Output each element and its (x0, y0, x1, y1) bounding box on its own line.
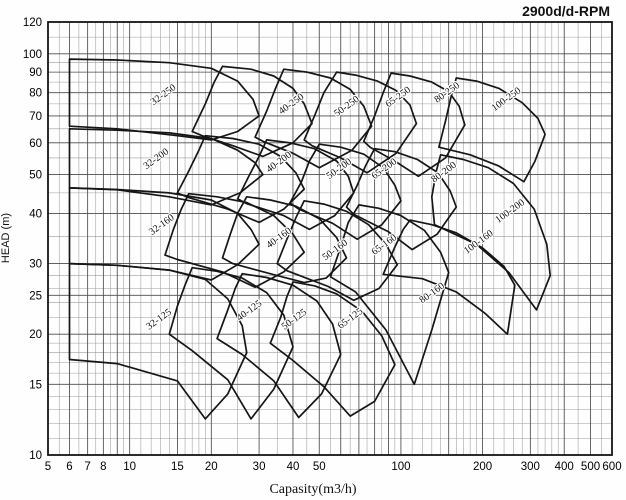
envelope-100-160 (382, 219, 516, 336)
envelope-label-40-250: 40-250 (277, 91, 306, 117)
y-tick-label: 50 (29, 170, 42, 182)
x-tick-label: 20 (205, 461, 218, 473)
envelope-40-250 (191, 65, 313, 158)
x-tick-label: 15 (171, 461, 184, 473)
y-tick-label: 10 (29, 450, 42, 462)
envelope-label-32-200: 32-200 (142, 146, 171, 172)
x-tick-label: 400 (555, 461, 574, 473)
envelope-65-160 (276, 199, 399, 302)
x-tick-label: 8 (100, 461, 106, 473)
envelope-65-125 (269, 281, 396, 417)
x-tick-label: 500 (581, 461, 600, 473)
pump-envelopes (68, 58, 552, 420)
envelope-label-40-160: 40-160 (264, 225, 293, 251)
envelope-100-250 (438, 77, 546, 183)
x-axis-title: Capasity(m3/h) (269, 482, 357, 497)
envelope-40-160 (164, 192, 306, 289)
plot-border (47, 21, 613, 456)
envelope-label-100-160: 100-160 (462, 228, 495, 256)
envelope-label-100-200: 100-200 (493, 197, 526, 225)
envelope-80-200 (345, 147, 458, 251)
x-tick-label: 300 (521, 461, 540, 473)
y-tick-label: 40 (29, 208, 42, 220)
y-tick-label: 15 (29, 379, 42, 391)
x-tick-label: 30 (253, 461, 266, 473)
chart-title: 2900d/d-RPM (522, 3, 610, 19)
grid-major (47, 21, 613, 456)
envelope-40-200 (176, 134, 306, 224)
x-tick-label: 7 (84, 461, 90, 473)
envelope-80-250 (362, 72, 466, 178)
x-tick-label: 600 (602, 461, 621, 473)
envelope-80-160 (329, 204, 450, 386)
envelope-label-65-250: 65-250 (384, 85, 413, 111)
x-tick-label: 5 (45, 461, 51, 473)
y-tick-label: 30 (29, 259, 42, 271)
envelope-32-250 (68, 58, 260, 141)
x-tick-label: 100 (391, 461, 410, 473)
envelope-label-40-125: 40-125 (235, 298, 264, 324)
x-tick-label: 10 (123, 461, 136, 473)
y-tick-label: 120 (23, 17, 42, 29)
x-tick-label: 40 (287, 461, 300, 473)
envelope-50-250 (254, 68, 373, 169)
y-tick-label: 70 (29, 111, 42, 123)
axis-tick-labels: 5 6 7 8 10 15 20 30 40 50 100 200 300 400 500 600 120 100… (23, 17, 622, 473)
envelope-100-200 (430, 153, 552, 311)
y-tick-label: 20 (29, 329, 42, 341)
envelope-40-125 (168, 266, 294, 420)
envelope-label-50-125: 50-125 (280, 307, 309, 333)
envelope-65-200 (289, 143, 402, 241)
y-tick-label: 90 (29, 67, 42, 79)
grid-minor (48, 22, 612, 455)
envelope-65-250 (303, 71, 418, 174)
plot-frame (47, 21, 613, 456)
x-tick-label: 50 (313, 461, 326, 473)
x-tick-label: 200 (473, 461, 492, 473)
y-tick-label: 25 (29, 290, 42, 302)
envelope-label-65-125: 65-125 (336, 306, 365, 332)
y-tick-label: 80 (29, 88, 42, 100)
y-tick-label: 60 (29, 138, 42, 150)
y-tick-label: 100 (23, 49, 42, 61)
envelope-32-125 (68, 262, 248, 420)
envelope-50-125 (216, 272, 342, 419)
x-tick-label: 6 (66, 461, 72, 473)
